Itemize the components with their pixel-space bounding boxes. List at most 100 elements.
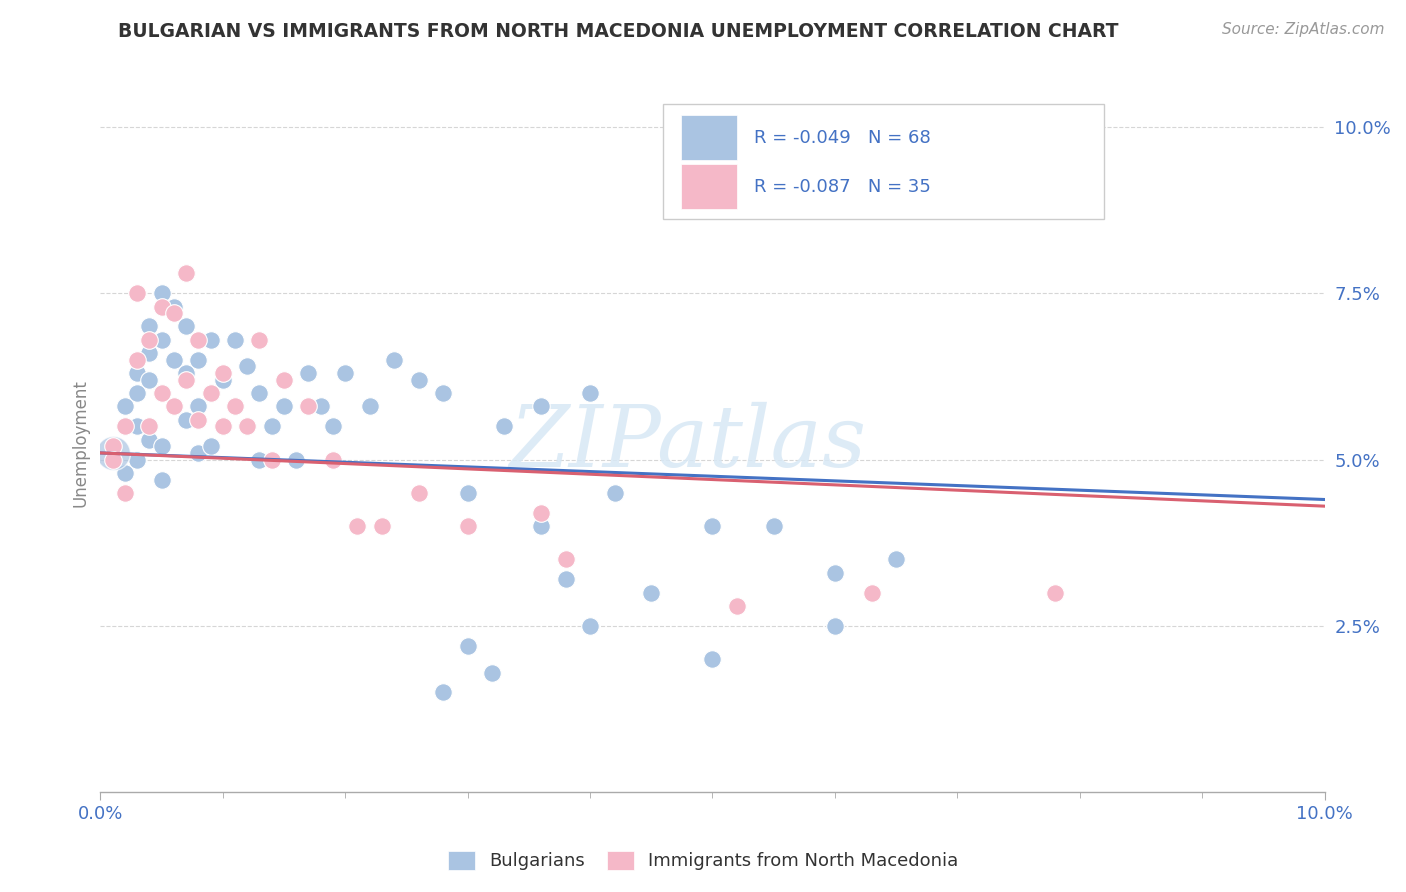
- Point: [530, 400, 553, 414]
- Point: [408, 373, 430, 387]
- Point: [114, 419, 136, 434]
- Point: [273, 373, 295, 387]
- Point: [174, 412, 197, 426]
- Point: [359, 400, 381, 414]
- Point: [224, 400, 246, 414]
- Point: [150, 333, 173, 347]
- Point: [125, 386, 148, 401]
- Text: R = -0.087   N = 35: R = -0.087 N = 35: [754, 178, 931, 195]
- Point: [114, 419, 136, 434]
- Point: [335, 366, 357, 380]
- Point: [101, 452, 124, 467]
- Point: [150, 439, 173, 453]
- Point: [260, 452, 283, 467]
- Point: [297, 400, 319, 414]
- Point: [824, 566, 846, 580]
- Point: [309, 400, 332, 414]
- Point: [114, 400, 136, 414]
- Point: [163, 306, 186, 320]
- Point: [114, 466, 136, 480]
- Text: ZIPatlas: ZIPatlas: [509, 401, 866, 484]
- Point: [762, 519, 785, 533]
- Point: [150, 386, 173, 401]
- Point: [211, 373, 233, 387]
- Point: [101, 446, 124, 460]
- Point: [125, 366, 148, 380]
- Point: [884, 552, 907, 566]
- Point: [1045, 585, 1067, 599]
- Point: [163, 352, 186, 367]
- Point: [150, 473, 173, 487]
- Point: [101, 439, 124, 453]
- FancyBboxPatch shape: [681, 164, 737, 209]
- Point: [187, 352, 209, 367]
- Point: [530, 519, 553, 533]
- Text: BULGARIAN VS IMMIGRANTS FROM NORTH MACEDONIA UNEMPLOYMENT CORRELATION CHART: BULGARIAN VS IMMIGRANTS FROM NORTH MACED…: [118, 22, 1119, 41]
- Point: [187, 333, 209, 347]
- Point: [249, 333, 271, 347]
- Point: [457, 639, 479, 653]
- Point: [138, 319, 160, 334]
- Point: [101, 452, 124, 467]
- Point: [187, 400, 209, 414]
- Point: [702, 519, 724, 533]
- Point: [114, 486, 136, 500]
- Point: [249, 386, 271, 401]
- Point: [138, 346, 160, 360]
- Point: [382, 352, 405, 367]
- FancyBboxPatch shape: [681, 115, 737, 160]
- Point: [481, 665, 503, 680]
- Point: [187, 412, 209, 426]
- Point: [150, 286, 173, 301]
- Point: [273, 400, 295, 414]
- Point: [138, 333, 160, 347]
- Point: [554, 572, 576, 586]
- Point: [494, 419, 516, 434]
- Point: [640, 585, 662, 599]
- Point: [285, 452, 308, 467]
- Point: [530, 506, 553, 520]
- Point: [125, 286, 148, 301]
- Text: Source: ZipAtlas.com: Source: ZipAtlas.com: [1222, 22, 1385, 37]
- Point: [125, 352, 148, 367]
- Point: [211, 366, 233, 380]
- Point: [200, 439, 222, 453]
- FancyBboxPatch shape: [664, 104, 1104, 219]
- Point: [224, 333, 246, 347]
- Point: [138, 373, 160, 387]
- Point: [297, 366, 319, 380]
- Point: [346, 519, 368, 533]
- Point: [224, 400, 246, 414]
- Point: [249, 452, 271, 467]
- Point: [174, 373, 197, 387]
- Point: [236, 419, 259, 434]
- Point: [125, 452, 148, 467]
- Point: [457, 486, 479, 500]
- Point: [322, 419, 344, 434]
- Point: [260, 419, 283, 434]
- Point: [236, 419, 259, 434]
- Point: [702, 652, 724, 666]
- Point: [432, 685, 454, 699]
- Point: [174, 319, 197, 334]
- Point: [187, 446, 209, 460]
- Point: [163, 400, 186, 414]
- Point: [163, 400, 186, 414]
- Legend: Bulgarians, Immigrants from North Macedonia: Bulgarians, Immigrants from North Macedo…: [443, 846, 963, 876]
- Point: [150, 300, 173, 314]
- Point: [579, 386, 602, 401]
- Point: [211, 419, 233, 434]
- Point: [860, 585, 883, 599]
- Point: [138, 433, 160, 447]
- Point: [174, 266, 197, 280]
- Point: [725, 599, 748, 613]
- Point: [211, 419, 233, 434]
- Point: [603, 486, 626, 500]
- Point: [554, 552, 576, 566]
- Point: [174, 266, 197, 280]
- Point: [174, 366, 197, 380]
- Point: [138, 419, 160, 434]
- Point: [163, 300, 186, 314]
- Point: [432, 386, 454, 401]
- Y-axis label: Unemployment: Unemployment: [72, 379, 89, 507]
